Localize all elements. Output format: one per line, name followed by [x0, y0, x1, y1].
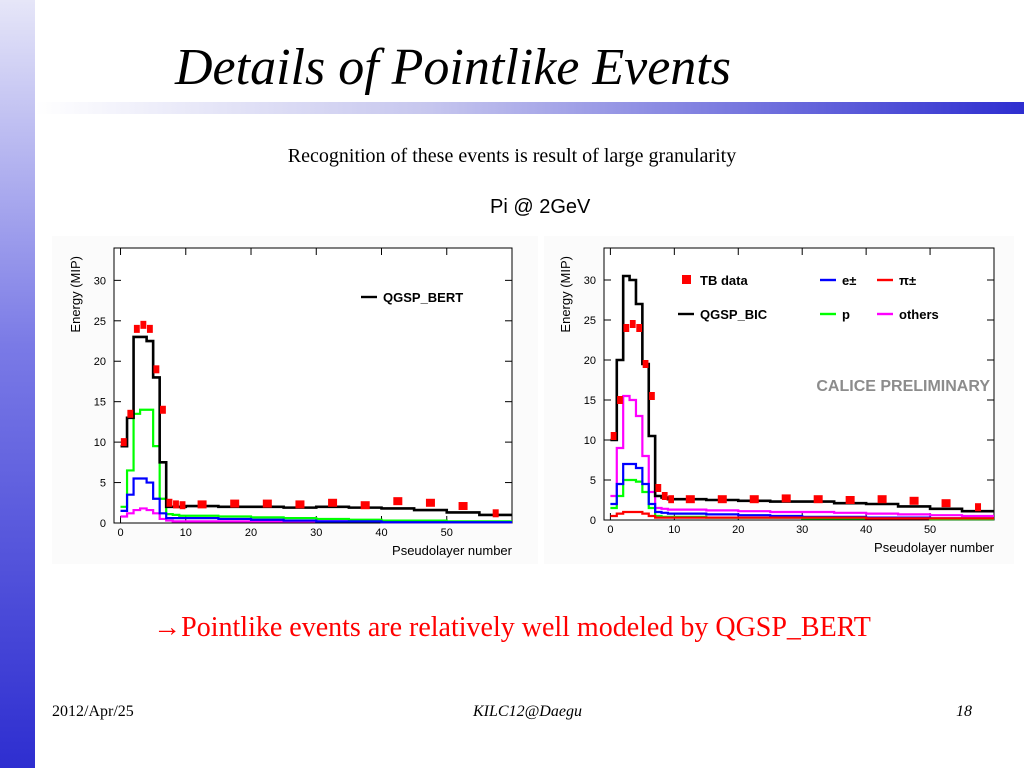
title-underline-bar [35, 102, 1024, 114]
conclusion-text: →Pointlike events are relatively well mo… [0, 612, 1024, 644]
data-point [197, 500, 207, 509]
data-point [262, 499, 272, 508]
y-tick-label: 0 [100, 518, 106, 530]
x-axis-label: Pseudolayer number [874, 540, 995, 555]
data-point [636, 324, 643, 332]
y-tick-label: 10 [584, 435, 596, 447]
data-point [295, 500, 305, 509]
data-point [146, 324, 153, 333]
x-tick-label: 50 [924, 524, 936, 536]
data-point [813, 495, 823, 504]
y-tick-label: 15 [94, 397, 106, 409]
data-point [610, 432, 617, 440]
legend-label: others [899, 307, 939, 322]
footer-conference: KILC12@Daegu [473, 703, 582, 720]
y-axis-label: Energy (MIP) [558, 256, 573, 333]
legend-label: p [842, 307, 850, 322]
preliminary-annotation: CALICE PRELIMINARY [816, 378, 990, 395]
y-tick-label: 20 [94, 356, 106, 368]
data-point [623, 324, 630, 332]
x-tick-label: 50 [441, 527, 453, 539]
data-point [230, 499, 240, 508]
conclusion-label: Pointlike events are relatively well mod… [181, 612, 871, 643]
data-point [133, 324, 140, 333]
x-tick-label: 30 [796, 524, 808, 536]
data-point [458, 502, 468, 511]
data-point [975, 503, 982, 512]
data-point [781, 494, 791, 503]
data-point [393, 497, 403, 506]
x-tick-label: 20 [245, 527, 257, 539]
y-tick-label: 30 [94, 275, 106, 287]
data-point [655, 484, 662, 492]
legend-label: QGSP_BERT [383, 290, 463, 305]
x-tick-label: 40 [375, 527, 387, 539]
data-point [668, 495, 675, 504]
data-point [845, 496, 855, 504]
x-tick-label: 0 [607, 524, 613, 536]
footer-page-number: 18 [956, 703, 972, 720]
x-tick-label: 20 [732, 524, 744, 536]
chart-qgsp-bic: 0 10 20 30 40 50 0 5 10 15 20 25 30 Pseudolayer numbe… [544, 236, 1014, 564]
legend-label: π± [899, 273, 916, 288]
data-point [877, 495, 887, 504]
data-point [328, 498, 338, 507]
series-line-electron [120, 477, 512, 524]
data-point [649, 392, 655, 400]
data-point [179, 501, 186, 510]
slide-sidebar-gradient [0, 0, 35, 768]
y-tick-label: 0 [590, 515, 596, 527]
y-tick-label: 5 [100, 478, 106, 490]
data-point [120, 438, 127, 447]
y-tick-label: 10 [94, 437, 106, 449]
data-point [629, 320, 636, 328]
data-point [717, 495, 727, 504]
data-point [159, 405, 166, 414]
chart-caption: Pi @ 2GeV [490, 196, 591, 218]
data-point [127, 409, 134, 418]
data-point [140, 320, 147, 329]
data-point [617, 396, 623, 404]
data-point [749, 495, 759, 504]
x-tick-label: 30 [310, 527, 322, 539]
y-tick-label: 25 [94, 316, 106, 328]
data-point [642, 360, 649, 368]
chart-qgsp-bert: 0 10 20 30 40 50 0 5 10 15 20 25 30 Pseudolayer numbe… [52, 236, 538, 564]
plot-frame [113, 247, 513, 524]
data-point [685, 495, 695, 504]
y-axis-label: Energy (MIP) [68, 256, 83, 333]
x-tick-label: 40 [860, 524, 872, 536]
footer-date: 2012/Apr/25 [52, 703, 134, 720]
y-tick-label: 20 [584, 355, 596, 367]
data-point [166, 498, 173, 507]
series-line-proton [120, 408, 512, 523]
data-point [492, 509, 499, 518]
y-tick-label: 25 [584, 315, 596, 327]
data-point [153, 365, 160, 374]
slide-title: Details of Pointlike Events [175, 39, 731, 96]
data-point [909, 496, 919, 505]
data-point [425, 498, 435, 507]
series-line-others [610, 394, 994, 518]
legend-label: QGSP_BIC [700, 307, 768, 322]
plot-frame [603, 247, 995, 521]
legend-label: TB data [700, 273, 748, 288]
data-point [360, 501, 370, 510]
y-tick-label: 5 [590, 475, 596, 487]
x-tick-label: 10 [180, 527, 192, 539]
data-point [661, 492, 668, 500]
x-tick-label: 10 [668, 524, 680, 536]
slide-subtitle: Recognition of these events is result of… [287, 145, 737, 167]
series-line-pion [610, 510, 994, 520]
arrow-icon: → [153, 612, 182, 643]
y-tick-label: 30 [584, 275, 596, 287]
y-tick-label: 15 [584, 395, 596, 407]
x-tick-label: 0 [117, 527, 123, 539]
data-point [941, 499, 951, 508]
legend-label: e± [842, 273, 856, 288]
legend-marker-data [682, 275, 691, 284]
data-point [173, 500, 179, 509]
x-axis-label: Pseudolayer number [392, 543, 513, 558]
